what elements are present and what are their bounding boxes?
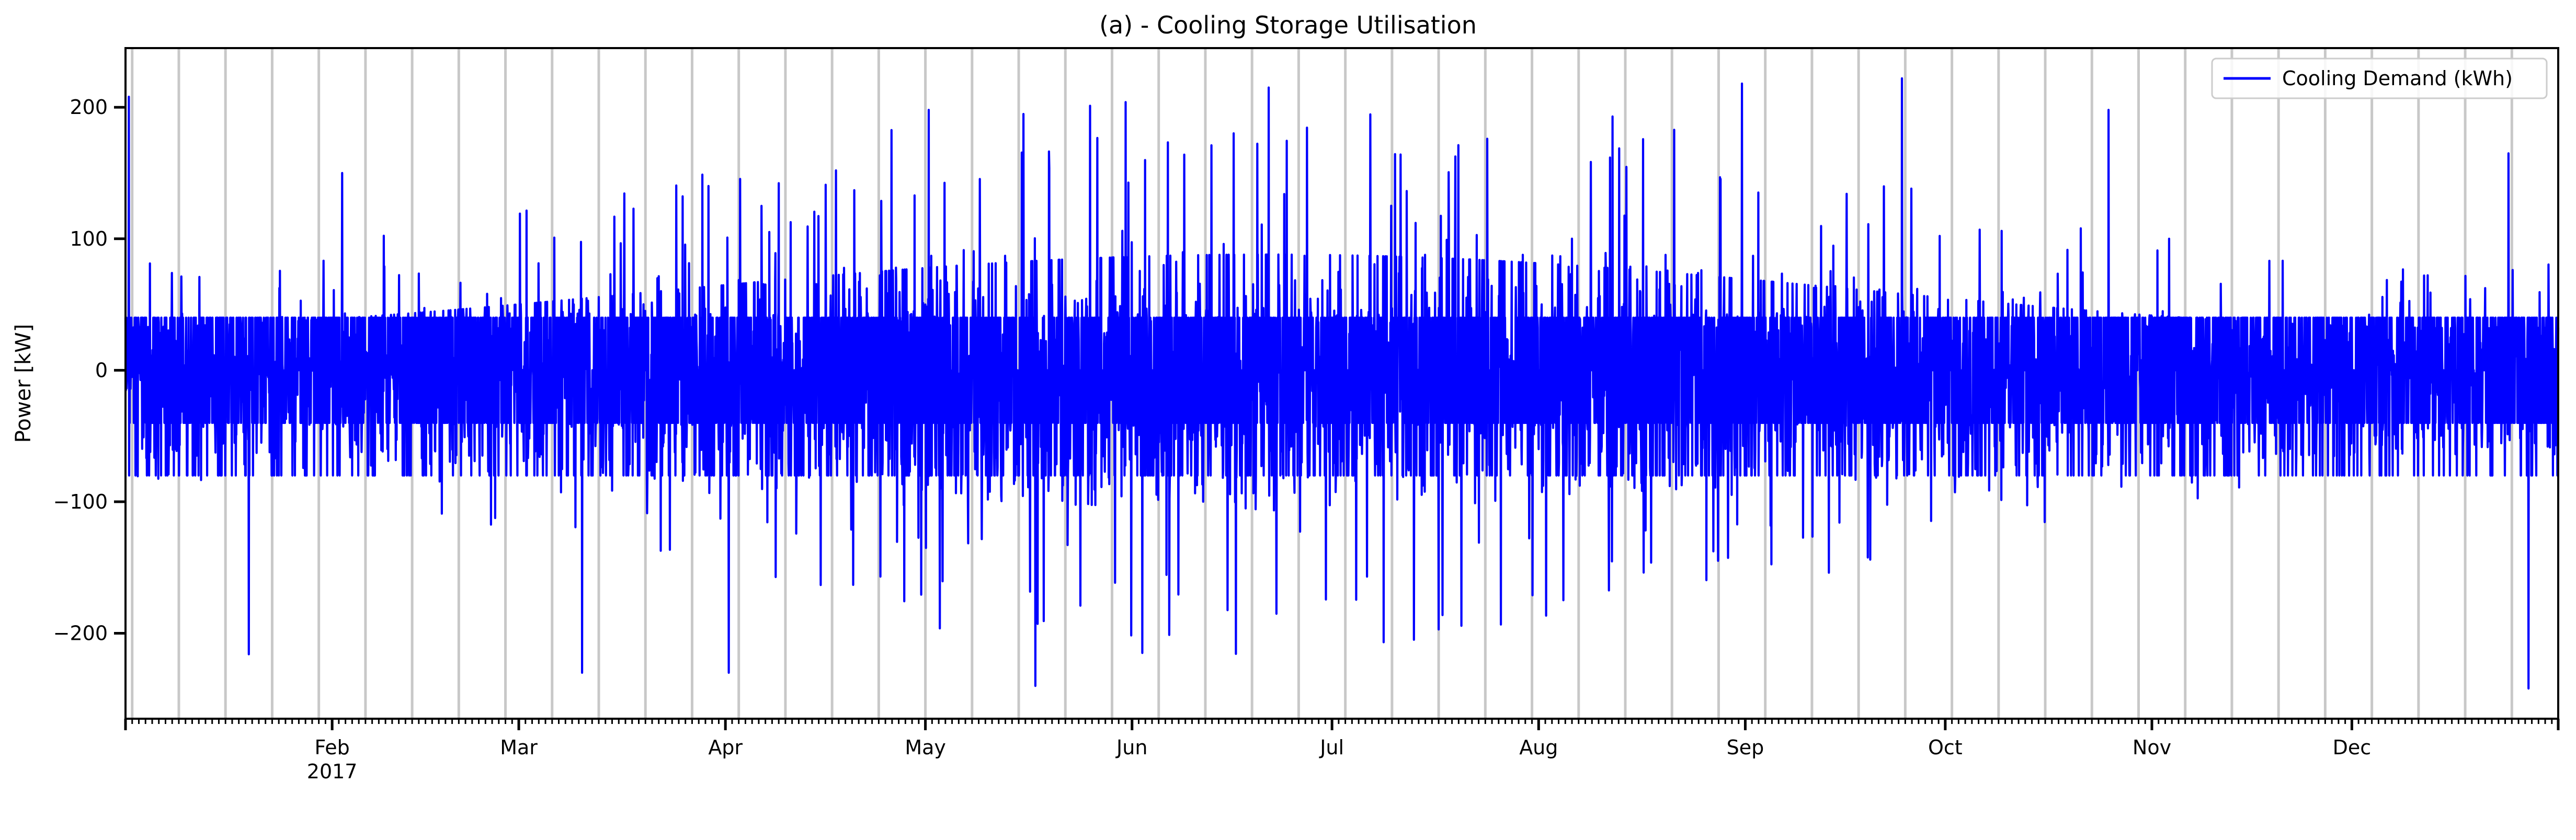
legend: Cooling Demand (kWh) (2211, 57, 2548, 99)
x-tick-label: Aug (1519, 736, 1558, 759)
y-tick-label: 200 (70, 96, 108, 119)
x-tick-label: Feb (315, 736, 350, 759)
y-tick-label: 0 (95, 359, 108, 382)
y-tick-label: −100 (53, 490, 108, 513)
y-axis-label: Power [kW] (12, 324, 36, 443)
x-tick-label: Jun (1115, 736, 1147, 759)
x-tick-label: May (905, 736, 946, 759)
series-layer (124, 77, 2560, 690)
legend-box (2211, 57, 2548, 99)
y-tick-label: −200 (53, 622, 108, 645)
x-tick-label: Apr (708, 736, 743, 759)
x-tick-label: Dec (2333, 736, 2372, 759)
x-tick-label: Mar (500, 736, 538, 759)
x-tick-label: Nov (2133, 736, 2171, 759)
series-line-cooling-demand (124, 77, 2560, 690)
x-tick-label: Oct (1928, 736, 1963, 759)
legend-entry-label: Cooling Demand (kWh) (2282, 67, 2513, 90)
x-tick-label: Jul (1319, 736, 1344, 759)
x-tick-sublabel: 2017 (307, 760, 358, 783)
plot-frame (124, 47, 2559, 720)
chart-title: (a) - Cooling Storage Utilisation (1099, 11, 1477, 39)
x-tick-label: Sep (1727, 736, 1764, 759)
y-tick-label: 100 (70, 227, 108, 250)
